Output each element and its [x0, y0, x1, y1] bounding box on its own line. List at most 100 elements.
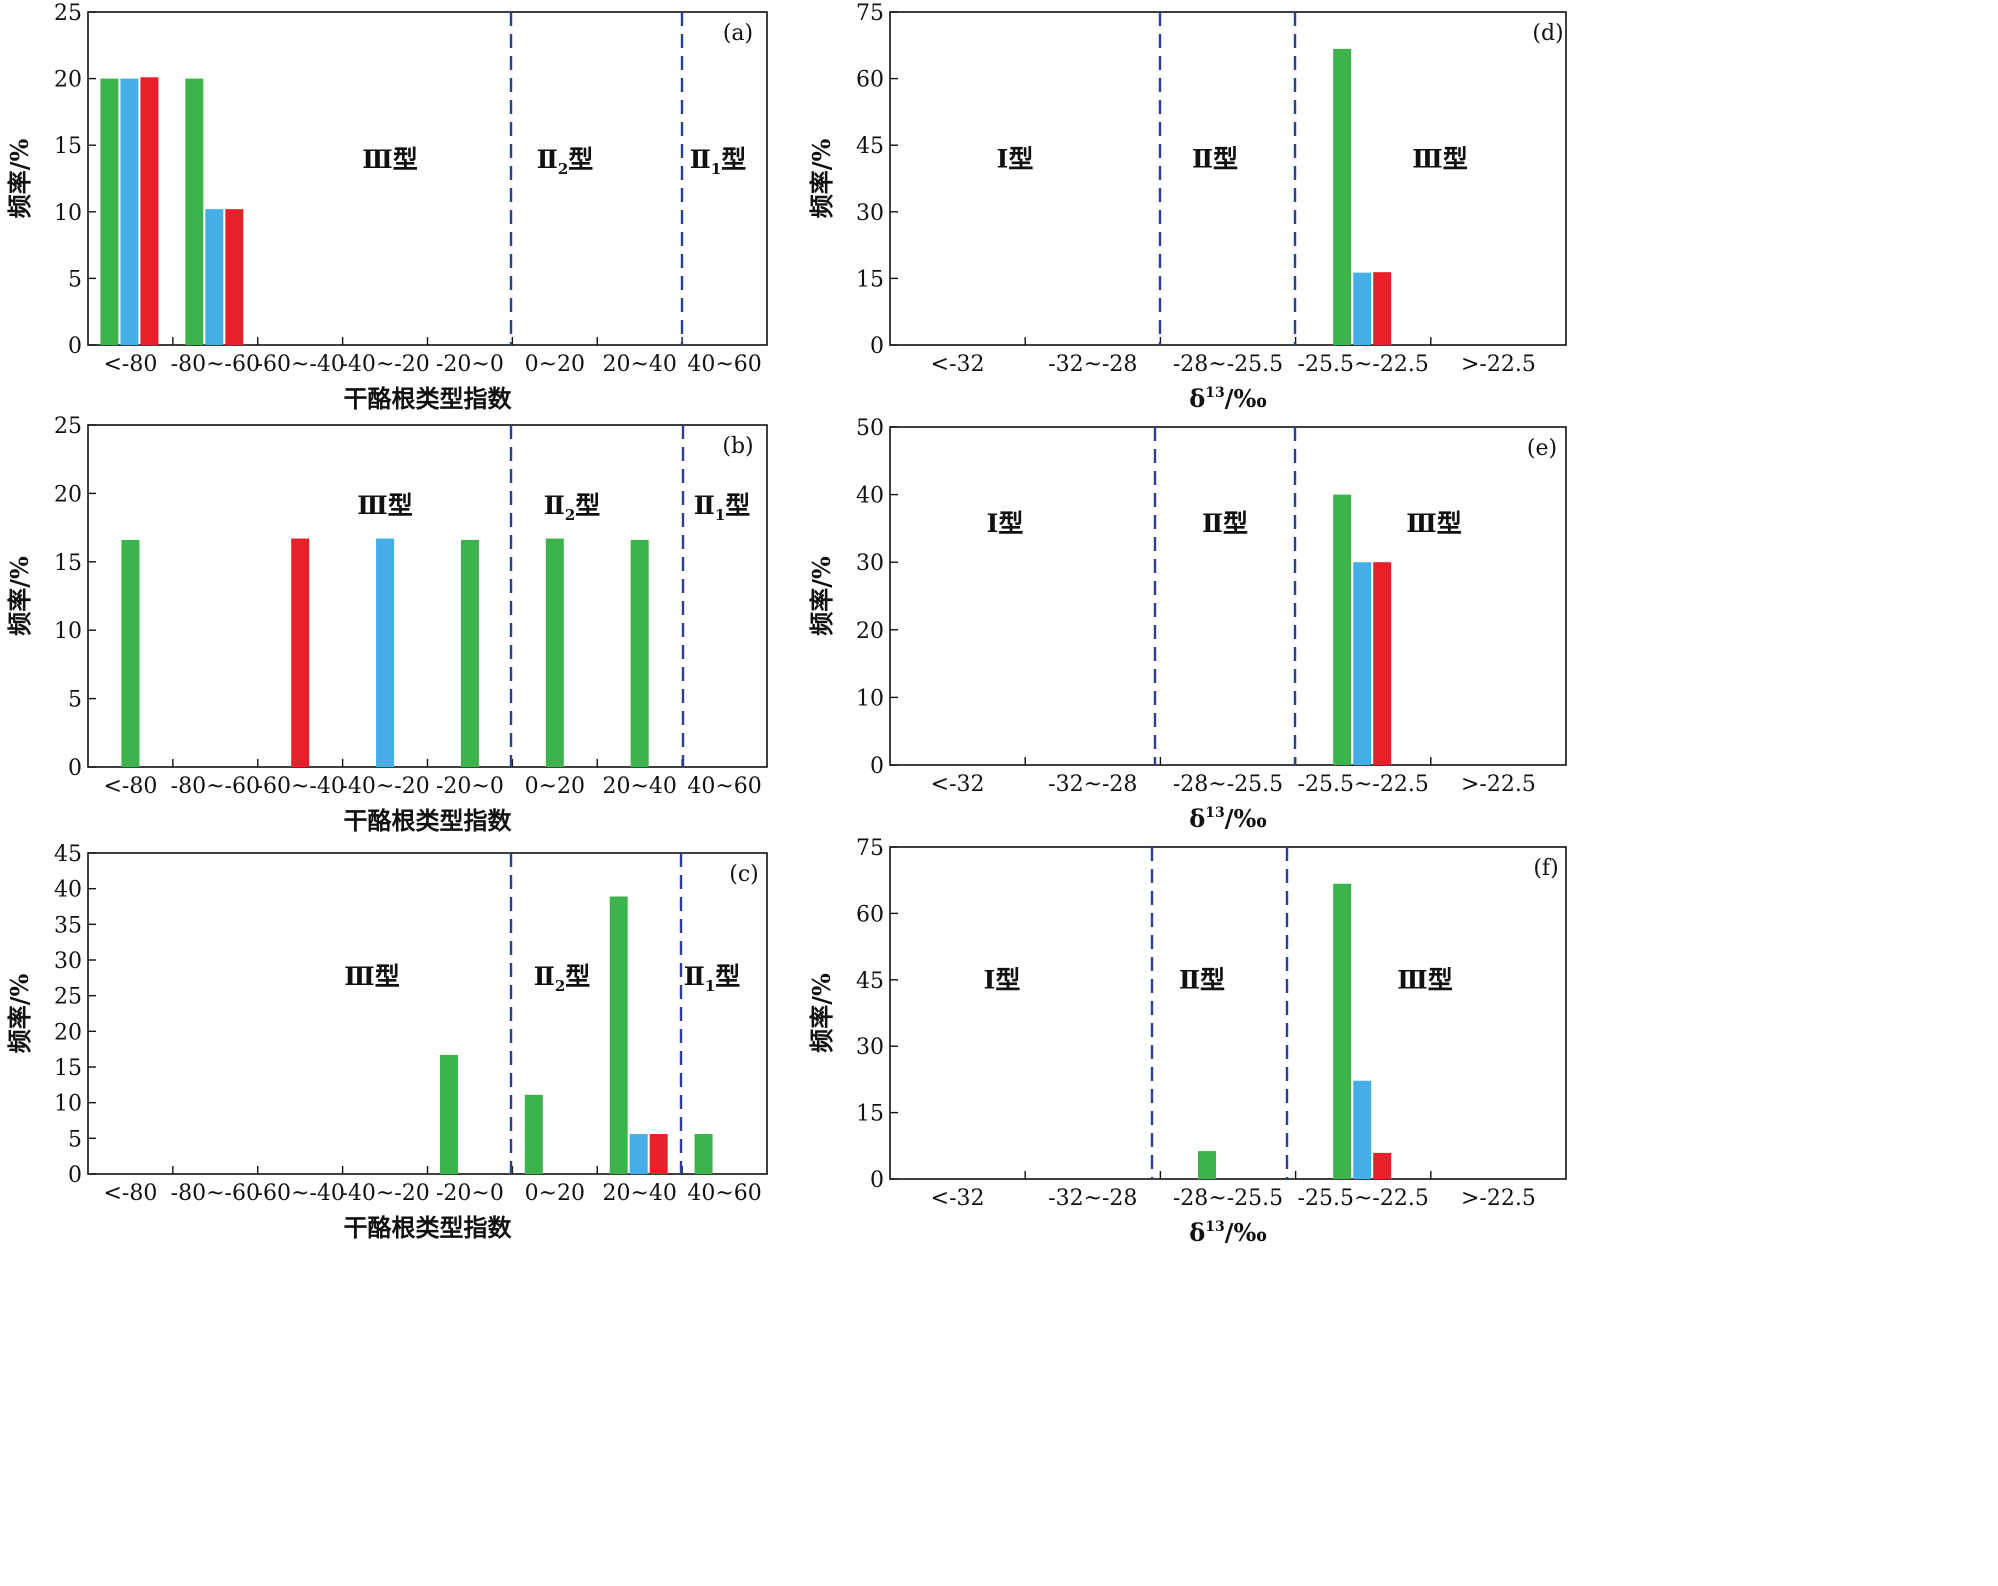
x-tick-label: 0~20 [525, 1181, 585, 1206]
y-tick-label: 15 [856, 267, 884, 292]
plot-frame [889, 426, 1567, 766]
y-tick-label: 0 [68, 334, 82, 359]
x-axis-title: 干酪根类型指数 [344, 384, 513, 413]
bar [225, 209, 244, 345]
plot-frame [889, 11, 1567, 346]
region-label: Ⅲ型 [357, 491, 412, 520]
bar [120, 78, 139, 345]
x-tick-label: -60~-40 [256, 352, 345, 377]
y-axis-title: 频率/% [5, 974, 34, 1054]
x-tick-label: -80~-60 [171, 352, 260, 377]
y-tick-label: 10 [54, 619, 82, 644]
y-tick-label: 20 [54, 68, 82, 93]
bar [1373, 562, 1392, 765]
panel-label: (e) [1527, 436, 1557, 461]
x-tick-label: -60~-40 [256, 774, 345, 799]
x-tick-label: -32~-28 [1048, 352, 1137, 377]
y-tick-label: 15 [54, 1056, 82, 1081]
y-tick-label: 60 [856, 68, 884, 93]
chart-panel-d: 0 15 30 45 60 75 <-32 -32~-28 -28~-25.5 -25.5~-22… [807, 1, 1567, 413]
y-tick-label: 0 [870, 754, 884, 779]
y-tick-label: 0 [68, 1163, 82, 1188]
bar [121, 539, 140, 767]
y-tick-label: 20 [856, 619, 884, 644]
bar [649, 1134, 668, 1174]
region-label: Ⅱ2型 [534, 962, 591, 995]
region-label: Ⅱ1型 [684, 962, 741, 995]
x-tick-label: <-32 [931, 1186, 985, 1211]
bar [460, 539, 479, 767]
x-tick-label: -28~-25.5 [1173, 1186, 1283, 1211]
region-label: Ⅱ1型 [694, 491, 751, 524]
bar [185, 78, 204, 345]
x-tick-label: 20~40 [602, 1181, 676, 1206]
x-tick-label: -32~-28 [1048, 1186, 1137, 1211]
x-tick-label: <-80 [104, 1181, 158, 1206]
x-axis-title: δ13/‰ [1189, 804, 1267, 833]
y-tick-label: 5 [68, 1127, 82, 1152]
bar [1333, 883, 1352, 1179]
y-tick-label: 50 [856, 416, 884, 441]
bar [291, 538, 310, 767]
bar [609, 896, 628, 1174]
y-tick-label: 25 [54, 1, 82, 26]
chart-panel-c: 0 5 10 15 20 25 30 35 40 45 <-80 -80~-60-60~-40-40~… [5, 842, 768, 1242]
panel-label: (a) [723, 21, 753, 46]
y-tick-label: 0 [870, 1168, 884, 1193]
y-tick-label: 0 [68, 756, 82, 781]
y-tick-label: 5 [68, 688, 82, 713]
region-label: Ⅱ型 [1202, 509, 1248, 538]
x-tick-label: <-80 [104, 774, 158, 799]
x-tick-label: -40~-20 [340, 352, 429, 377]
region-label: Ⅱ2型 [544, 491, 601, 524]
x-tick-label: -25.5~-22.5 [1298, 772, 1429, 797]
region-label: Ⅲ型 [1397, 966, 1452, 995]
bar [1373, 272, 1392, 345]
bar [524, 1094, 543, 1174]
region-label: Ⅱ1型 [690, 145, 747, 178]
chart-panel-b: 0 5 10 15 20 25 <-80 -80~-60-60~-40-40~-20 -20~0… [5, 414, 768, 835]
panel-label: (d) [1532, 21, 1563, 46]
y-tick-label: 15 [856, 1102, 884, 1127]
x-tick-label: -40~-20 [340, 1181, 429, 1206]
bar [1353, 1080, 1372, 1179]
bar [376, 538, 395, 767]
y-tick-label: 45 [856, 134, 884, 159]
region-label: Ⅰ型 [984, 966, 1021, 995]
plot-frame [87, 852, 768, 1175]
x-axis-title: 干酪根类型指数 [344, 806, 513, 835]
x-tick-label: -20~0 [436, 352, 504, 377]
x-axis-title: δ13/‰ [1189, 384, 1267, 413]
y-tick-label: 15 [54, 134, 82, 159]
x-tick-label: -25.5~-22.5 [1298, 1186, 1429, 1211]
x-tick-label: 20~40 [602, 774, 676, 799]
bar [1353, 562, 1372, 765]
region-label: Ⅲ型 [362, 145, 417, 174]
x-tick-label: -60~-40 [256, 1181, 345, 1206]
bar [439, 1054, 458, 1174]
x-tick-label: -40~-20 [340, 774, 429, 799]
bar [545, 538, 564, 767]
x-tick-label: >-22.5 [1461, 352, 1536, 377]
x-tick-label: <-80 [104, 352, 158, 377]
y-tick-label: 75 [856, 836, 884, 861]
y-tick-label: 20 [54, 482, 82, 507]
y-tick-label: 35 [54, 913, 82, 938]
x-tick-label: 40~60 [687, 774, 761, 799]
x-tick-label: -28~-25.5 [1173, 772, 1283, 797]
region-label: Ⅲ型 [1406, 509, 1461, 538]
chart-panel-f: 0 15 30 45 60 75 <-32 -32~-28 -28~-25.5 -25.5~-22… [807, 836, 1567, 1245]
y-tick-label: 45 [856, 969, 884, 994]
y-tick-label: 75 [856, 1, 884, 26]
y-axis-title: 频率/% [5, 139, 34, 219]
y-tick-label: 40 [54, 878, 82, 903]
x-tick-label: 0~20 [525, 774, 585, 799]
y-axis-title: 频率/% [807, 973, 836, 1053]
x-tick-label: -20~0 [436, 774, 504, 799]
y-tick-label: 5 [68, 267, 82, 292]
bar [694, 1134, 713, 1174]
region-label: Ⅰ型 [987, 509, 1024, 538]
bar [630, 539, 649, 767]
plot-frame [889, 846, 1567, 1180]
